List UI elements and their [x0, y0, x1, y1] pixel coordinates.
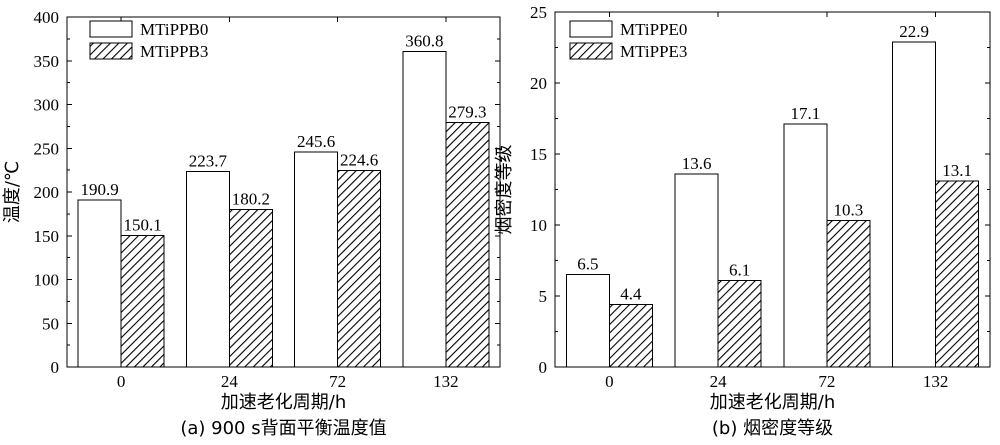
- y-axis-title: 温度/℃: [2, 161, 23, 223]
- x-tick-label: 24: [710, 372, 728, 391]
- y-tick-label: 400: [34, 8, 60, 27]
- data-label-MTiPPE3-0: 4.4: [620, 285, 642, 304]
- x-axis-title: 加速老化周期/h: [221, 392, 346, 413]
- y-tick-label: 0: [51, 358, 60, 377]
- bar-MTiPPB3-24: [228, 208, 273, 368]
- bar-MTiPPE0-132: [892, 41, 937, 368]
- y-tick-label: 5: [539, 287, 548, 306]
- y-axis-title: 烟密度等级: [494, 145, 515, 235]
- y-tick-label: 250: [34, 139, 60, 158]
- data-label-MTiPPE3-24: 6.1: [729, 260, 750, 279]
- bar-MTiPPE0-24: [674, 173, 719, 368]
- bar-MTiPPE3-0: [608, 304, 653, 368]
- data-label-MTiPPB0-24: 223.7: [189, 151, 228, 170]
- bar-MTiPPE0-0: [565, 274, 610, 368]
- y-tick-label: 350: [34, 52, 60, 71]
- legend-label-MTiPPE0: MTiPPE0: [620, 20, 687, 39]
- chart-caption: (b) 烟密度等级: [712, 418, 833, 439]
- y-tick-label: 200: [34, 183, 60, 202]
- bar-MTiPPB0-0: [77, 199, 122, 368]
- data-label-MTiPPB0-72: 245.6: [297, 132, 335, 151]
- y-tick-label: 15: [530, 145, 547, 164]
- data-label-MTiPPB3-24: 180.2: [232, 189, 270, 208]
- legend-swatch-MTiPPB3: [89, 42, 133, 60]
- y-tick-label: 300: [34, 96, 60, 115]
- y-tick-label: 10: [530, 216, 547, 235]
- chart-caption: (a) 900 s背面平衡温度值: [180, 418, 386, 439]
- bar-MTiPPB0-24: [185, 170, 230, 368]
- chart-b: 6.5 4.4 13.6 6.1 17.1 10.3 22.9 13.1 0 5 10 15 20 25 0…: [494, 3, 991, 439]
- data-label-MTiPPE3-72: 10.3: [834, 201, 864, 220]
- bar-MTiPPB3-72: [337, 169, 382, 368]
- data-label-MTiPPB3-132: 279.3: [448, 103, 486, 122]
- data-label-MTiPPB3-72: 224.6: [340, 150, 378, 169]
- bar-MTiPPB0-72: [294, 151, 339, 368]
- data-label-MTiPPE0-132: 22.9: [899, 22, 929, 41]
- data-label-MTiPPE0-0: 6.5: [577, 255, 598, 274]
- bar-MTiPPB3-132: [445, 122, 490, 368]
- y-tick-label: 100: [34, 271, 60, 290]
- bar-MTiPPE3-72: [826, 220, 871, 368]
- legend-swatch-MTiPPE0: [569, 20, 613, 38]
- bar-MTiPPE0-72: [783, 123, 828, 368]
- legend-label-MTiPPB3: MTiPPB3: [140, 42, 208, 61]
- x-axis-title: 加速老化周期/h: [710, 392, 835, 413]
- x-tick-label: 72: [818, 372, 835, 391]
- y-tick-label: 150: [34, 227, 60, 246]
- y-tick-label: 0: [539, 358, 548, 377]
- x-tick-label: 132: [923, 372, 949, 391]
- data-label-MTiPPE3-132: 13.1: [942, 161, 972, 180]
- bar-MTiPPE3-24: [717, 279, 762, 368]
- bar-MTiPPB0-132: [402, 50, 447, 368]
- legend-swatch-MTiPPB0: [89, 20, 133, 38]
- x-tick-label: 0: [117, 372, 126, 391]
- y-tick-label: 50: [42, 314, 59, 333]
- data-label-MTiPPB0-132: 360.8: [405, 31, 443, 50]
- bar-MTiPPB3-0: [120, 235, 165, 368]
- data-label-MTiPPE0-24: 13.6: [682, 154, 712, 173]
- y-tick-label: 25: [530, 3, 547, 22]
- legend-label-MTiPPB0: MTiPPB0: [140, 20, 208, 39]
- x-tick-label: 72: [329, 372, 346, 391]
- x-tick-label: 24: [221, 372, 239, 391]
- x-tick-label: 0: [605, 372, 614, 391]
- bar-MTiPPE3-132: [935, 180, 980, 368]
- data-label-MTiPPB3-0: 150.1: [124, 216, 162, 235]
- data-label-MTiPPE0-72: 17.1: [791, 104, 821, 123]
- legend-label-MTiPPE3: MTiPPE3: [620, 42, 687, 61]
- y-tick-label: 20: [530, 74, 547, 93]
- data-label-MTiPPB0-0: 190.9: [81, 180, 119, 199]
- legend-swatch-MTiPPE3: [569, 42, 613, 60]
- x-tick-label: 132: [433, 372, 459, 391]
